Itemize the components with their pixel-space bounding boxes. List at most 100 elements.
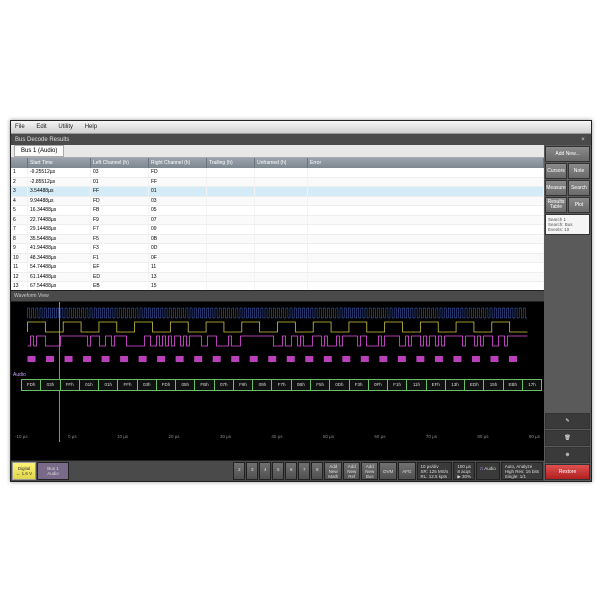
acq-single: Single: 1/1 [505, 474, 539, 479]
waveform-view[interactable]: Audio FDh03hFFh01h01hFFh03hFDh05hFBh07hF… [11, 302, 544, 460]
time-tick: -10 µs [15, 434, 28, 442]
tab-bus1[interactable]: Bus 1 (Audio) [14, 145, 64, 157]
channel-6-button[interactable]: 6 [285, 462, 297, 480]
bus-label: Audio [13, 372, 26, 378]
time-tick: 70 µs [426, 434, 437, 442]
horizontal-info[interactable]: 10 µs/div SR: 125 MS/s RL: 12.5 kpts [417, 462, 453, 480]
trigger-info[interactable]: ⎍ Audio Audio [476, 462, 500, 480]
bus-hex-cell: 11h [407, 379, 426, 391]
bus-hex-cell: EBh [504, 379, 523, 391]
zoom-button[interactable]: ⊕ [545, 447, 590, 463]
bus-hex-cell: F1h [388, 379, 407, 391]
menu-help[interactable]: Help [85, 124, 97, 130]
table-row[interactable]: 33.54488µsFF01 [11, 187, 544, 197]
channel-3-button[interactable]: 3 [246, 462, 258, 480]
channel-7-button[interactable]: 7 [298, 462, 310, 480]
search-line2: Events: 10 [548, 227, 587, 232]
note-button[interactable]: Note [568, 163, 590, 179]
bus-decode-row: FDh03hFFh01h01hFFh03hFDh05hFBh07hF9h09hF… [21, 379, 542, 391]
hrl: RL: 12.5 kpts [421, 474, 449, 479]
add-new-button[interactable]: Add New... [545, 146, 590, 162]
table-row[interactable]: 516.34488µsFB05 [11, 206, 544, 216]
table-row[interactable]: 1367.54488µsEB15 [11, 282, 544, 290]
time-tick: 10 µs [117, 434, 128, 442]
bus-chip-sub: Audio [47, 471, 59, 476]
time-tick: 0 µs [68, 434, 77, 442]
bus-hex-cell: FBh [195, 379, 214, 391]
table-row[interactable]: 1154.74488µsEF11 [11, 263, 544, 273]
bus-hex-cell: 0Dh [330, 379, 349, 391]
channel-2-button[interactable]: 2 [233, 462, 245, 480]
bus-hex-cell: 01h [80, 379, 99, 391]
bus-hex-cell: 07h [215, 379, 234, 391]
channel-5-button[interactable]: 5 [272, 462, 284, 480]
bus-tab-strip: Bus 1 (Audio) [11, 145, 544, 158]
time-tick: 80 µs [477, 434, 488, 442]
app-window: File Edit Utility Help Bus Decode Result… [10, 120, 592, 482]
plot-button[interactable]: Plot [568, 197, 590, 213]
bus-hex-cell: FDh [157, 379, 176, 391]
col-time[interactable]: Start Time [28, 158, 91, 168]
table-row[interactable]: 941.94488µsF30D [11, 244, 544, 254]
bus-hex-cell: FFh [118, 379, 137, 391]
col-right[interactable]: Right Channel (h) [149, 158, 207, 168]
draw-button[interactable]: ✎ [545, 413, 590, 429]
restore-button[interactable]: Restore [545, 464, 590, 480]
add-bus-button[interactable]: Add New Bus [361, 462, 378, 480]
channel-8-button[interactable]: 8 [311, 462, 323, 480]
table-header: Start Time Left Channel (h) Right Channe… [11, 158, 544, 168]
hzoom: ▶ 30% [457, 474, 471, 479]
menu-file[interactable]: File [15, 124, 25, 130]
time-tick: 60 µs [374, 434, 385, 442]
time-tick: 50 µs [323, 434, 334, 442]
time-tick: 30 µs [220, 434, 231, 442]
channel-chip[interactable]: Digital ← 1.6 V [12, 462, 36, 480]
panel-title: Bus Decode Results [15, 137, 69, 143]
table-row[interactable]: 729.14488µsF709 [11, 225, 544, 235]
col-error[interactable]: Error [308, 158, 544, 168]
menu-edit[interactable]: Edit [36, 124, 46, 130]
col-left[interactable]: Left Channel (h) [91, 158, 149, 168]
results-table-button[interactable]: Results Table [545, 197, 567, 213]
bus-hex-cell: 17h [523, 379, 542, 391]
bus-hex-cell: 03h [41, 379, 60, 391]
table-row[interactable]: 2-2.85512µs01FF [11, 178, 544, 188]
dvm-button[interactable]: DVM [379, 462, 397, 480]
col-trailing[interactable]: Trailing (h) [207, 158, 255, 168]
table-row[interactable]: 622.74488µsF907 [11, 216, 544, 226]
channel-chip-value: ← 1.6 V [16, 471, 32, 476]
afg-button[interactable]: AFG [398, 462, 415, 480]
bus-hex-cell: EDh [465, 379, 484, 391]
col-unframed[interactable]: Unframed (h) [255, 158, 308, 168]
bus-hex-cell: EFh [427, 379, 446, 391]
bus-chip[interactable]: Bus 1 Audio [37, 462, 69, 480]
time-tick: 40 µs [271, 434, 282, 442]
acq-info[interactable]: Auto, Analyze High Res: 16 bits Single: … [501, 462, 543, 480]
bus-hex-cell: F7h [272, 379, 291, 391]
channel-4-button[interactable]: 4 [259, 462, 271, 480]
table-row[interactable]: 835.54488µsF50B [11, 235, 544, 245]
table-row[interactable]: 1261.14488µsED13 [11, 273, 544, 283]
trash-button[interactable]: 🗑 [545, 430, 590, 446]
table-body: 1-9.25512µs03FD2-2.85512µs01FF33.54488µs… [11, 168, 544, 290]
bus-hex-cell: F9h [234, 379, 253, 391]
table-row[interactable]: 49.94488µsFD03 [11, 197, 544, 207]
cursors-button[interactable]: Cursors [545, 163, 567, 179]
search-result-box[interactable]: Search 1 Search: Bus Events: 10 [545, 214, 590, 235]
waveform-label: Waveform View [11, 290, 544, 302]
add-ref-button[interactable]: Add New Ref [343, 462, 360, 480]
horizontal-info2[interactable]: 100 µs 8 acqs ▶ 30% [453, 462, 475, 480]
search-button[interactable]: Search [568, 180, 590, 196]
trigger-icon: ⎍ [480, 466, 483, 471]
measure-button[interactable]: Measure [545, 180, 567, 196]
right-sidebar: Add New... Cursors Note Measure Search R… [544, 145, 591, 481]
channel-number-buttons: 2345678 [233, 462, 323, 480]
table-row[interactable]: 1048.34488µsF10F [11, 254, 544, 264]
table-row[interactable]: 1-9.25512µs03FD [11, 168, 544, 178]
add-math-button[interactable]: Add New Math [324, 462, 342, 480]
time-tick: 90 µs [529, 434, 540, 442]
time-axis: -10 µs0 µs10 µs20 µs30 µs40 µs50 µs60 µs… [11, 434, 544, 442]
menu-utility[interactable]: Utility [58, 124, 73, 130]
bus-hex-cell: FFh [61, 379, 80, 391]
bus-hex-cell: 15h [484, 379, 503, 391]
